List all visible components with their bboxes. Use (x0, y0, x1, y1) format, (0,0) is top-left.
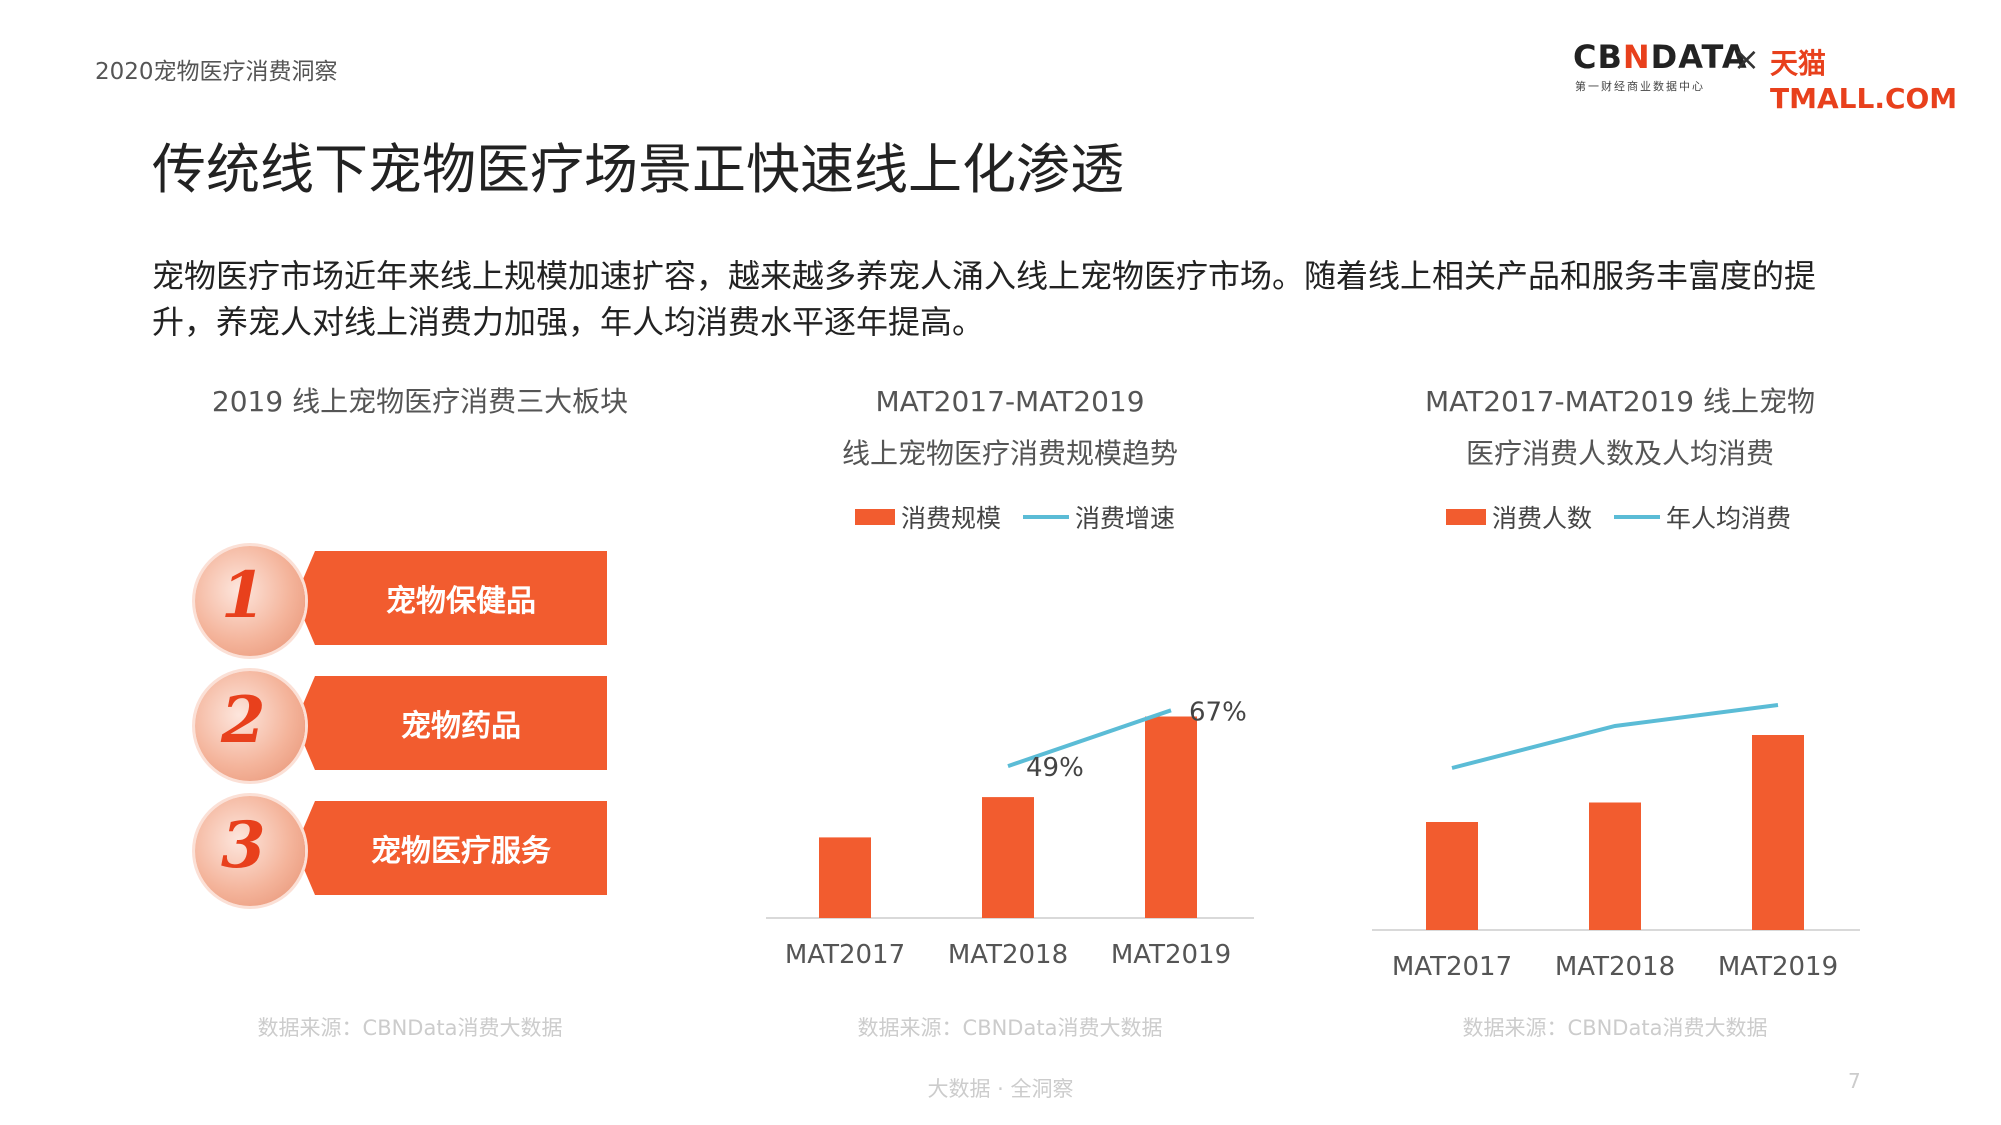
chart1-title: MAT2017-MAT2019 线上宠物医疗消费规模趋势 (760, 376, 1260, 480)
chart2-title-line2: 医疗消费人数及人均消费 (1465, 437, 1774, 470)
report-title: 2020宠物医疗消费洞察 (95, 59, 338, 85)
legend-label: 消费人数 (1492, 504, 1593, 533)
segment-badge-1: 1 (195, 546, 305, 656)
segment-number: 3 (221, 808, 266, 883)
page-number: 7 (1848, 1069, 1861, 1093)
chart1-title-line1: MAT2017-MAT2019 (875, 385, 1145, 418)
segment-badge-2: 2 (195, 671, 305, 781)
bar-mat2019 (1752, 735, 1804, 930)
chart1-legend: 消费规模 消费增速 (855, 499, 1175, 535)
chart2-title: MAT2017-MAT2019 线上宠物 医疗消费人数及人均消费 (1380, 376, 1860, 480)
line-swatch (1023, 515, 1070, 519)
line-series-年人均消费 (1451, 703, 1779, 770)
x-tick-label: MAT2018 (1555, 952, 1675, 982)
left-panel-title: 2019 线上宠物医疗消费三大板块 (211, 385, 629, 418)
segment-number: 1 (221, 558, 266, 633)
x-tick-label: MAT2017 (1392, 952, 1512, 982)
bar-mat2018 (982, 797, 1034, 918)
tmall-logo: 天猫TMALL.COM (1770, 47, 1958, 115)
chart2-plot: MAT2017 MAT2018 MAT2019 (1372, 703, 1860, 982)
collab-x-icon: × (1733, 40, 1760, 78)
cbndata-logo: CBNDATA (1573, 38, 1748, 76)
data-label: 49% (1026, 753, 1084, 783)
chart2-legend: 消费人数 年人均消费 (1446, 499, 1791, 535)
chart1-title-line2: 线上宠物医疗消费规模趋势 (841, 437, 1178, 470)
segment-label: 宠物药品 (401, 709, 521, 744)
line-swatch (1614, 515, 1661, 519)
x-tick-label: MAT2019 (1111, 940, 1231, 970)
segment-label: 宠物保健品 (386, 584, 536, 619)
bar-mat2019 (1145, 716, 1197, 918)
segment-number: 2 (221, 683, 266, 758)
intro-paragraph: 宠物医疗市场近年来线上规模加速扩容，越来越多养宠人涌入线上宠物医疗市场。随着线上… (152, 257, 1817, 341)
x-tick-label: MAT2019 (1718, 952, 1838, 982)
legend-label: 消费规模 (901, 504, 1002, 533)
chart1-plot: MAT2017 MAT2018 MAT2019 49% 67% (766, 697, 1254, 970)
data-label: 67% (1189, 697, 1247, 727)
legend-label: 消费增速 (1075, 504, 1176, 533)
x-tick-label: MAT2017 (785, 940, 905, 970)
bar-mat2018 (1589, 802, 1641, 930)
brand-logos: CBNDATA 第一财经商业数据中心 × 天猫TMALL.COM (1573, 38, 1957, 115)
bar-mat2017 (1426, 822, 1478, 930)
line-series-消费增速 (1007, 708, 1172, 768)
chart2-source-note: 数据来源：CBNData消费大数据 (1462, 1016, 1768, 1040)
legend-label: 年人均消费 (1666, 504, 1792, 533)
segment-block-3: 宠物医疗服务 (295, 801, 607, 895)
segment-badge-3: 3 (195, 796, 305, 906)
footer-tagline: 大数据 · 全洞察 (927, 1077, 1074, 1101)
bar-mat2017 (819, 837, 871, 918)
bar-swatch (855, 509, 895, 525)
segment-block-1: 宠物保健品 (295, 551, 607, 645)
chart2-title-line1: MAT2017-MAT2019 线上宠物 (1424, 385, 1815, 418)
left-source-note: 数据来源：CBNData消费大数据 (257, 1016, 563, 1040)
bar-swatch (1446, 509, 1486, 525)
page-title: 传统线下宠物医疗场景正快速线上化渗透 (152, 138, 1124, 201)
chart1-source-note: 数据来源：CBNData消费大数据 (857, 1016, 1163, 1040)
x-tick-label: MAT2018 (948, 940, 1068, 970)
cbndata-logo-subtitle: 第一财经商业数据中心 (1575, 80, 1705, 93)
segment-label: 宠物医疗服务 (371, 834, 551, 869)
segment-block-2: 宠物药品 (295, 676, 607, 770)
